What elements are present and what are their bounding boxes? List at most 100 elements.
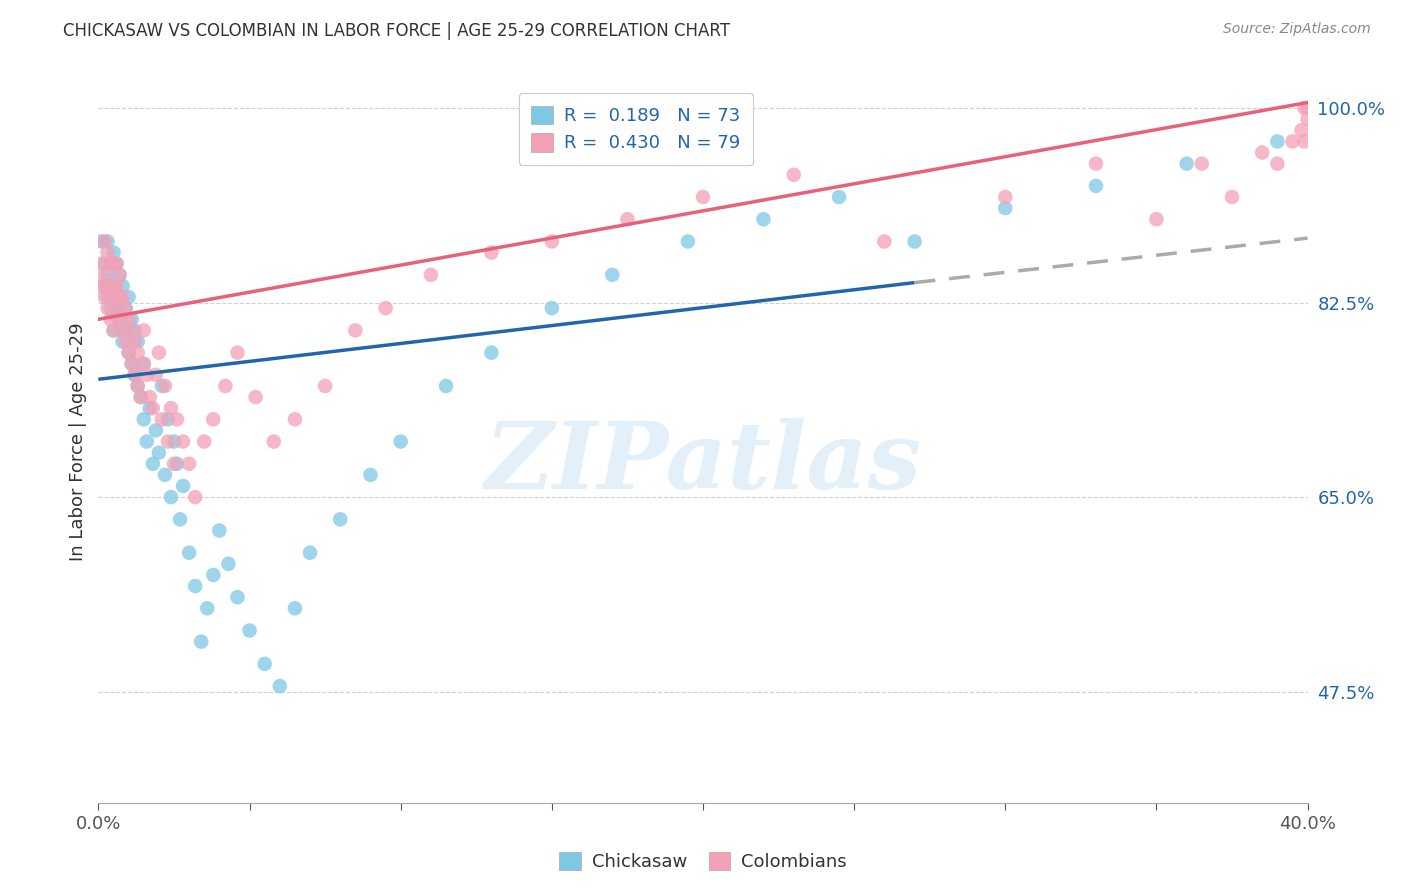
Point — [108, 312, 131, 326]
Point — [111, 279, 134, 293]
Point — [127, 334, 149, 349]
Point — [132, 412, 155, 426]
Point — [163, 434, 186, 449]
Point — [692, 190, 714, 204]
Point — [132, 323, 155, 337]
Text: ZIPatlas: ZIPatlas — [485, 418, 921, 508]
Point — [160, 490, 183, 504]
Point — [105, 257, 128, 271]
Point — [121, 357, 143, 371]
Point — [752, 212, 775, 227]
Point — [103, 257, 125, 271]
Point — [127, 379, 149, 393]
Point — [135, 368, 157, 382]
Point — [100, 257, 122, 271]
Point — [166, 457, 188, 471]
Legend: Chickasaw, Colombians: Chickasaw, Colombians — [553, 845, 853, 879]
Point — [873, 235, 896, 249]
Point — [481, 245, 503, 260]
Point — [121, 323, 143, 337]
Point — [108, 268, 131, 282]
Y-axis label: In Labor Force | Age 25-29: In Labor Force | Age 25-29 — [69, 322, 87, 561]
Point — [676, 235, 699, 249]
Point — [994, 201, 1017, 215]
Point — [179, 457, 201, 471]
Point — [108, 290, 131, 304]
Point — [160, 401, 183, 416]
Point — [163, 457, 186, 471]
Text: CHICKASAW VS COLOMBIAN IN LABOR FORCE | AGE 25-29 CORRELATION CHART: CHICKASAW VS COLOMBIAN IN LABOR FORCE | … — [63, 22, 730, 40]
Point — [100, 257, 122, 271]
Point — [434, 379, 457, 393]
Point — [360, 467, 382, 482]
Point — [118, 345, 141, 359]
Point — [111, 290, 134, 304]
Point — [253, 657, 276, 671]
Point — [148, 345, 170, 359]
Point — [193, 434, 215, 449]
Point — [145, 424, 167, 438]
Point — [1281, 135, 1303, 149]
Point — [284, 601, 307, 615]
Point — [105, 301, 128, 315]
Point — [994, 190, 1017, 204]
Point — [202, 412, 225, 426]
Point — [90, 257, 112, 271]
Point — [103, 323, 125, 337]
Point — [217, 557, 239, 571]
Point — [148, 445, 170, 459]
Point — [156, 412, 179, 426]
Point — [202, 568, 225, 582]
Point — [96, 301, 118, 315]
Point — [124, 368, 146, 382]
Point — [1144, 212, 1167, 227]
Point — [105, 301, 128, 315]
Point — [105, 257, 128, 271]
Point — [540, 301, 562, 315]
Point — [93, 257, 115, 271]
Point — [389, 434, 412, 449]
Point — [172, 479, 194, 493]
Point — [153, 467, 176, 482]
Point — [145, 368, 167, 382]
Point — [103, 279, 125, 293]
Point — [420, 268, 443, 282]
Point — [1251, 145, 1274, 160]
Point — [96, 245, 118, 260]
Point — [124, 368, 146, 382]
Point — [179, 546, 201, 560]
Point — [90, 235, 112, 249]
Point — [114, 334, 136, 349]
Point — [124, 323, 146, 337]
Point — [108, 290, 131, 304]
Point — [284, 412, 307, 426]
Point — [139, 401, 162, 416]
Point — [129, 390, 152, 404]
Point — [245, 390, 267, 404]
Point — [214, 379, 236, 393]
Point — [153, 379, 176, 393]
Point — [121, 357, 143, 371]
Point — [169, 512, 191, 526]
Point — [100, 301, 122, 315]
Point — [239, 624, 262, 638]
Point — [481, 345, 503, 359]
Point — [1296, 101, 1319, 115]
Text: Source: ZipAtlas.com: Source: ZipAtlas.com — [1223, 22, 1371, 37]
Point — [111, 334, 134, 349]
Point — [118, 290, 141, 304]
Point — [208, 524, 231, 538]
Point — [616, 212, 638, 227]
Point — [1267, 156, 1289, 170]
Point — [114, 323, 136, 337]
Point — [1220, 190, 1243, 204]
Point — [90, 279, 112, 293]
Point — [108, 312, 131, 326]
Point — [118, 312, 141, 326]
Point — [100, 279, 122, 293]
Point — [100, 290, 122, 304]
Point — [1296, 112, 1319, 127]
Point — [783, 168, 806, 182]
Point — [105, 279, 128, 293]
Point — [135, 434, 157, 449]
